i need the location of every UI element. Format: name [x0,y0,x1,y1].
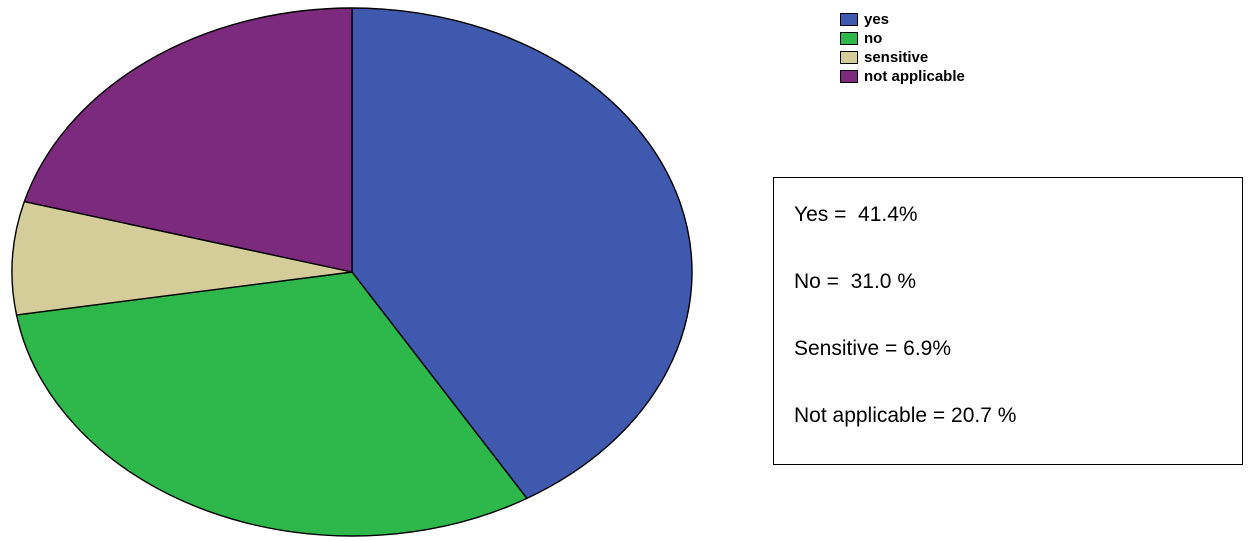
pie-slice-no [15,271,528,537]
pie-slice-sensitive [11,200,353,316]
legend-item-yes: yes [840,10,965,29]
summary-line-sensitive: Sensitive = 6.9% [794,337,952,360]
summary-line-no: No = 31.0 % [794,270,916,293]
legend-label-no: no [864,30,883,47]
summary-box: Yes = 41.4% No = 31.0 % Sensitive = 6.9%… [773,177,1243,465]
legend-label-sensitive: sensitive [864,49,929,66]
legend-item-not-applicable: not applicable [840,67,965,86]
legend-swatch-not-applicable [840,70,858,83]
legend-item-sensitive: sensitive [840,48,965,67]
legend: yes no sensitive not applicable [840,10,965,86]
pie-slice-yes [351,7,693,500]
legend-swatch-sensitive [840,51,858,64]
legend-item-no: no [840,29,965,48]
legend-label-not-applicable: not applicable [864,68,965,85]
summary-line-not-applicable: Not applicable = 20.7 % [794,404,1017,427]
pie-slice-not-applicable [23,7,353,273]
legend-label-yes: yes [864,11,890,28]
legend-swatch-yes [840,13,858,26]
legend-swatch-no [840,32,858,45]
summary-line-yes: Yes = 41.4% [794,203,918,226]
pie-chart [11,7,693,537]
